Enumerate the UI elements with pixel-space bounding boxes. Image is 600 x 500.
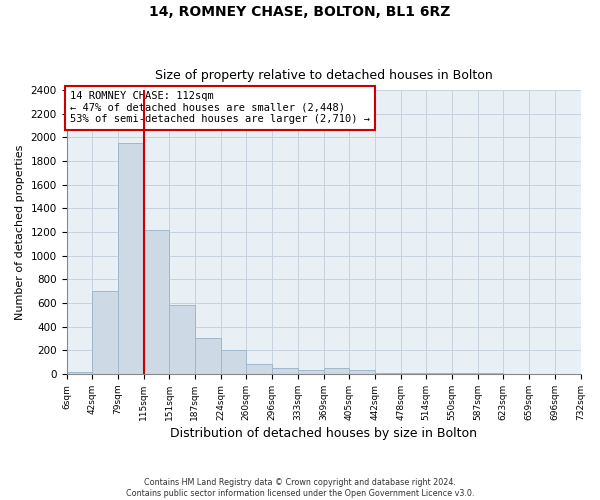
Text: 14, ROMNEY CHASE, BOLTON, BL1 6RZ: 14, ROMNEY CHASE, BOLTON, BL1 6RZ	[149, 5, 451, 19]
Text: 14 ROMNEY CHASE: 112sqm
← 47% of detached houses are smaller (2,448)
53% of semi: 14 ROMNEY CHASE: 112sqm ← 47% of detache…	[70, 92, 370, 124]
Bar	[401, 373, 426, 374]
Bar	[375, 373, 401, 374]
Bar	[118, 144, 143, 374]
Title: Size of property relative to detached houses in Bolton: Size of property relative to detached ho…	[155, 69, 493, 82]
Bar	[92, 291, 118, 374]
Bar	[426, 373, 452, 374]
Bar	[272, 368, 298, 374]
Text: Contains HM Land Registry data © Crown copyright and database right 2024.
Contai: Contains HM Land Registry data © Crown c…	[126, 478, 474, 498]
Bar	[298, 370, 323, 374]
X-axis label: Distribution of detached houses by size in Bolton: Distribution of detached houses by size …	[170, 427, 477, 440]
Bar	[247, 364, 272, 374]
Bar	[67, 372, 92, 374]
Bar	[323, 368, 349, 374]
Bar	[143, 230, 169, 374]
Bar	[349, 370, 375, 374]
Bar	[221, 350, 247, 374]
Y-axis label: Number of detached properties: Number of detached properties	[15, 144, 25, 320]
Bar	[169, 306, 194, 374]
Bar	[194, 338, 221, 374]
